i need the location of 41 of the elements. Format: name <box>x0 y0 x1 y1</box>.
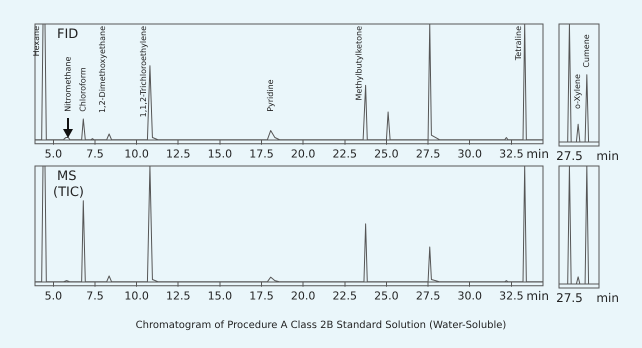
annotation: 1,1,2-Trichloroethylene <box>139 26 148 118</box>
x-axis-title: min <box>526 146 549 161</box>
annotation: Pyridine <box>266 79 275 112</box>
annotation: 1,2-Dimethoxyethane <box>98 26 108 114</box>
x-tick-label: 22.5 <box>332 147 358 160</box>
x-tick-label: 12.5 <box>166 289 190 302</box>
x-tick-label: 17.5 <box>249 147 274 160</box>
x-tick-label: 32.5 <box>499 289 524 302</box>
annotation: Hexane <box>32 26 42 56</box>
annotation: Methylbutylketone <box>354 26 364 101</box>
x-tick-label: 20.0 <box>290 147 316 160</box>
annotation: Tetraline <box>514 26 523 62</box>
annotation: Cumene <box>582 34 591 68</box>
x-axis-title: min <box>596 291 619 306</box>
x-tick-label: 27.5 <box>416 289 440 302</box>
x-tick-label: 15.0 <box>208 147 232 160</box>
chart-title: FID <box>57 26 78 42</box>
x-axis-title: min <box>526 288 549 303</box>
x-tick-label: 10.0 <box>124 289 149 302</box>
annotation: o-Xylene <box>573 74 582 109</box>
x-tick-label: 7.5 <box>86 289 104 302</box>
text: MS (TIC) <box>53 168 84 200</box>
x-tick-label: 20.0 <box>290 289 316 302</box>
annotation: Chloroform <box>78 67 88 112</box>
x-tick-label: 22.5 <box>332 289 358 302</box>
x-tick-label: 5.0 <box>44 289 62 302</box>
x-tick-label: 25.0 <box>374 147 399 160</box>
x-tick-label: 10.0 <box>124 147 149 160</box>
x-tick-label: 32.5 <box>499 147 524 160</box>
annotation: Nitromethane <box>63 56 72 112</box>
x-tick-label: 30.0 <box>457 289 482 302</box>
x-tick-label: 15.0 <box>208 289 232 302</box>
x-tick-label: 5.0 <box>44 147 62 160</box>
x-tick-label: 30.0 <box>457 147 482 160</box>
x-axis-title: min <box>596 149 619 164</box>
x-tick-label: 7.5 <box>86 147 104 160</box>
x-tick-label: 12.5 <box>166 147 190 160</box>
text: Chromatogram of Procedure A Class 2B Standard Solution (Water-Soluble) <box>134 320 508 331</box>
x-tick-label: 27.5 <box>416 147 440 160</box>
x-tick-label: 17.5 <box>249 289 274 302</box>
x-tick-label: 25.0 <box>374 289 399 302</box>
